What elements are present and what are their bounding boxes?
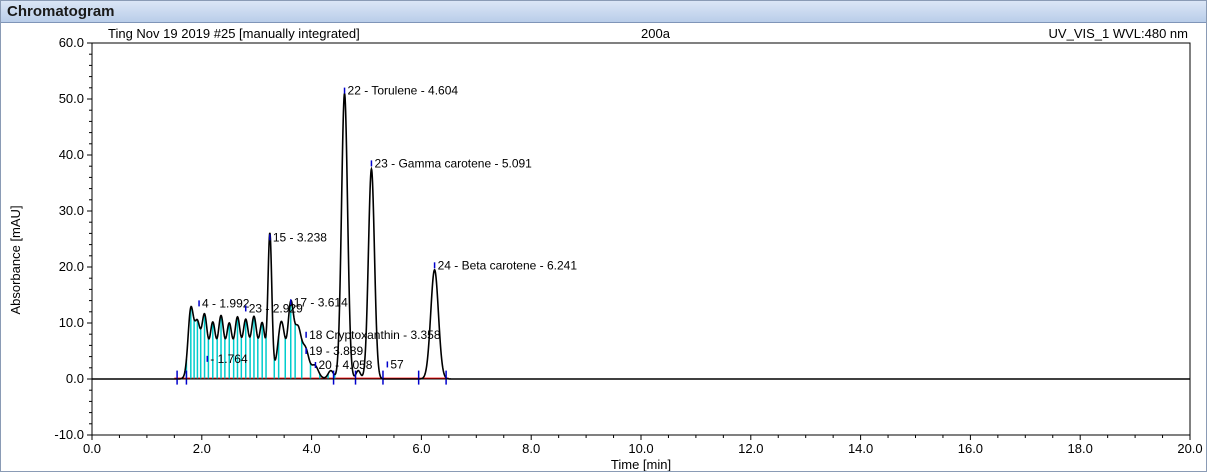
peak-label: 18 Cryptoxanthin - 3.358 <box>309 328 441 342</box>
header-detector-label: UV_VIS_1 WVL:480 nm <box>1049 26 1188 41</box>
panel-title: Chromatogram <box>7 3 115 20</box>
x-tick-label: 16.0 <box>958 441 983 456</box>
peak-markers <box>176 370 447 385</box>
peak-label: 15 - 3.238 <box>273 230 327 244</box>
x-tick-label: 18.0 <box>1068 441 1093 456</box>
y-tick-label: 40.0 <box>59 147 84 162</box>
y-tick-label: 60.0 <box>59 35 84 50</box>
y-tick-label: -10.0 <box>54 427 84 442</box>
peak-label: 23 - Gamma carotene - 5.091 <box>374 156 532 170</box>
peak-label: 22 - Torulene - 4.604 <box>348 84 459 98</box>
peak-label: 4 - 1.992 <box>202 296 250 310</box>
peak-label: 17 - 3.614 <box>294 295 348 309</box>
y-tick-label: 50.0 <box>59 91 84 106</box>
header-sample-name: Ting Nov 19 2019 #25 [manually integrate… <box>108 26 360 41</box>
peak-label: 24 - Beta carotene - 6.241 <box>438 258 578 272</box>
x-tick-label: 20.0 <box>1177 441 1202 456</box>
y-axis-label: Absorbance [mAU] <box>8 205 23 314</box>
peak-label: 20 - 4.058 <box>318 358 372 372</box>
x-tick-label: 10.0 <box>628 441 653 456</box>
x-tick-label: 0.0 <box>83 441 101 456</box>
x-axis-label: Time [min] <box>611 457 671 471</box>
x-tick-label: 12.0 <box>738 441 763 456</box>
y-tick-label: 30.0 <box>59 203 84 218</box>
peak-label: 23 - 2.929 <box>249 301 303 315</box>
x-tick-label: 2.0 <box>193 441 211 456</box>
y-tick-label: 0.0 <box>66 371 84 386</box>
integration-lines <box>185 300 336 379</box>
axes: 60.050.040.030.020.010.00.0-10.00.0 2.0 4.… <box>54 35 1202 456</box>
peak-label: 19 - 3.889 <box>309 344 363 358</box>
peak-label: - 1.764 <box>210 352 248 366</box>
y-tick-label: 20.0 <box>59 259 84 274</box>
plot-area <box>91 42 1191 436</box>
x-tick-label: 4.0 <box>303 441 321 456</box>
peak-label: 57 <box>390 357 404 371</box>
panel-titlebar: Chromatogram <box>1 1 1206 23</box>
peak-labels: 22 - Torulene - 4.604 23 - Gamma carotene… <box>198 84 578 372</box>
x-tick-label: 14.0 <box>848 441 873 456</box>
x-tick-label: 6.0 <box>412 441 430 456</box>
x-tick-label: 8.0 <box>522 441 540 456</box>
chromatogram-chart: 60.050.040.030.020.010.00.0-10.00.0 2.0 4.… <box>8 26 1203 471</box>
y-tick-label: 10.0 <box>59 315 84 330</box>
header-center-label: 200a <box>641 26 671 41</box>
